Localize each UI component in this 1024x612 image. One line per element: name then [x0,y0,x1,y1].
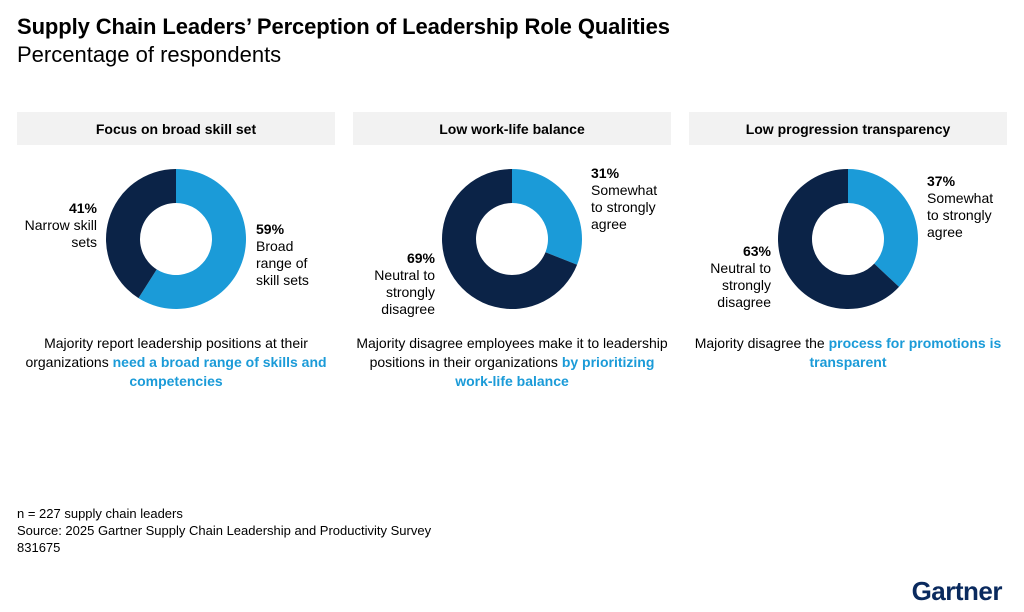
donut-slice-0 [848,169,918,287]
panel-caption: Majority disagree employees make it to l… [353,334,671,391]
slice-label-broad: 59% Broad range of skill sets [256,221,326,289]
panel-progression-transparency: Low progression transparency 63% Neutral… [689,112,1007,412]
footnote-source: Source: 2025 Gartner Supply Chain Leader… [17,523,432,538]
chart-subtitle: Percentage of respondents [17,42,282,67]
caption-text: Majority disagree employees make it to l… [356,335,668,370]
caption-highlight: need a broad range of skills and compete… [112,354,327,389]
donut-slice-1 [106,169,176,299]
gartner-logo: Gartner [911,576,1003,606]
chart-title: Supply Chain Leaders’ Perception of Lead… [17,14,670,39]
panel-caption: Majority report leadership positions at … [17,334,335,391]
donut-slice-1 [442,169,578,309]
slice-text-narrow: Narrow skill sets [24,217,97,250]
panel-header: Low progression transparency [689,112,1007,145]
donut-chart [442,169,582,309]
slice-pct-narrow: 41% [68,200,97,216]
caption-highlight: by prioritizing work-life balance [455,354,655,389]
footnote-sample-size: n = 227 supply chain leaders [17,506,183,521]
slice-text-disagree: Neutral to strongly disagree [710,260,771,310]
panel-header: Focus on broad skill set [17,112,335,145]
panel-header: Low work-life balance [353,112,671,145]
donut-slice-1 [778,169,900,309]
caption-highlight: process for promotions is transparent [809,335,1002,370]
panel-work-life-balance: Low work-life balance 69% Neutral to str… [353,112,671,412]
slice-pct-disagree: 69% [406,250,435,266]
slice-text-agree: Somewhat to strongly agree [927,190,994,240]
slice-pct-agree: 31% [591,165,620,181]
slice-pct-disagree: 63% [742,243,771,259]
caption-text: Majority disagree the [694,335,829,351]
slice-pct-agree: 37% [927,173,956,189]
caption-text: Majority report leadership positions at … [25,335,308,370]
slice-label-narrow: 41% Narrow skill sets [17,200,97,251]
donut-chart [106,169,247,309]
panel-caption: Majority disagree the process for promot… [689,334,1007,372]
slice-text-agree: Somewhat to strongly agree [591,182,658,232]
slice-label-agree: 31% Somewhat to strongly agree [591,165,669,233]
slice-pct-broad: 59% [256,221,285,237]
slice-label-disagree: 69% Neutral to strongly disagree [353,250,435,318]
donut-slice-0 [138,169,247,309]
donut-slice-0 [512,169,582,265]
panel-broad-skill-set: Focus on broad skill set 41% Narrow skil… [17,112,335,412]
slice-label-disagree: 63% Neutral to strongly disagree [689,243,771,311]
footnote-id: 831675 [17,540,61,555]
donut-chart [778,169,918,309]
slice-label-agree: 37% Somewhat to strongly agree [927,173,1005,241]
slice-text-broad: Broad range of skill sets [256,238,309,288]
slice-text-disagree: Neutral to strongly disagree [374,267,435,317]
